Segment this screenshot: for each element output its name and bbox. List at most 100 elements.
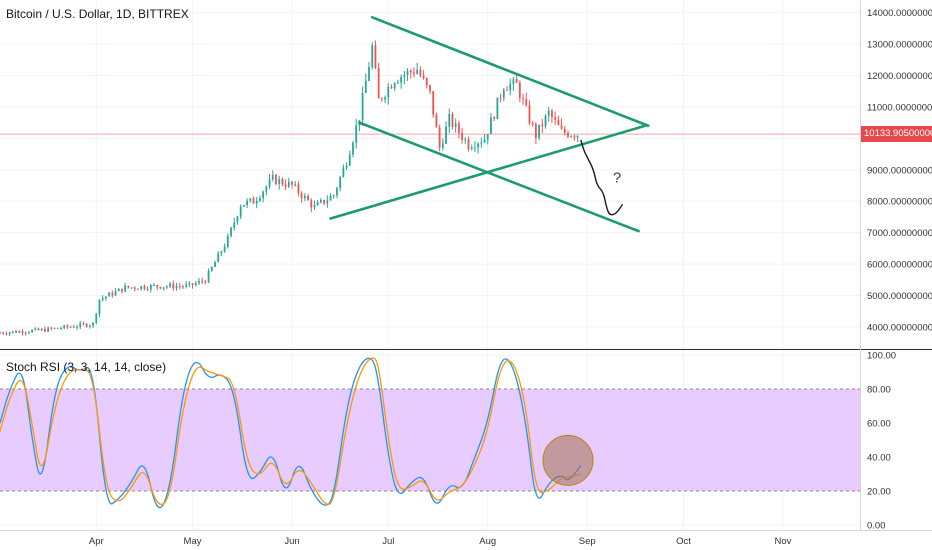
candle-body [525,99,528,106]
candle-body [464,139,467,141]
candle-body [140,286,143,290]
stoch-d-line [0,357,581,506]
candle-body [461,133,463,140]
candle-body [249,198,252,201]
candle-body [496,97,499,119]
candle-body [432,91,435,115]
candle-body [345,165,348,168]
candle-body [371,45,374,68]
candle-body [114,291,117,296]
candle-body [275,174,277,185]
candle-body [483,139,486,143]
price-tick-label: 8000.00000000 [867,197,932,208]
candle-body [201,280,204,282]
candle-body [27,332,30,334]
highlight-circle [542,434,594,486]
candle-body [56,327,59,329]
candle-body [425,78,428,86]
candle-body [457,123,460,134]
indicator-title: Stoch RSI (3, 3, 14, 14, close) [6,360,167,374]
price-tick-label: 5000.00000000 [867,291,932,302]
candle-body [348,154,351,166]
candle-body [137,288,139,290]
candle-body [233,222,236,228]
candle-body [499,97,502,99]
candle-body [175,286,178,289]
candle-body [207,270,210,283]
stoch-tick-label: 40.00 [867,452,891,463]
candle-body [143,286,146,290]
candle-body [393,83,396,89]
candle-body [60,328,62,330]
candle-body [486,134,489,140]
candle-body [319,199,322,203]
candle-body [50,327,53,329]
candle-body [477,143,480,148]
candle-body [416,69,419,74]
price-tick-label: 7000.00000000 [867,228,932,239]
candle-body [445,126,447,144]
candle-body [223,246,226,252]
candle-body [291,181,293,185]
candle-body [226,235,229,247]
current-price-tag: 10133.905000000 [861,126,932,142]
candle-body [230,227,232,236]
candle-body [515,79,518,83]
candle-body [242,205,245,207]
candle-body [204,281,207,283]
candle-body [149,285,152,290]
candle-body [303,195,306,199]
candle-body [490,117,492,135]
candle-body [518,82,521,99]
candle-body [18,331,21,333]
candle-body [37,328,40,331]
candle-body [2,332,5,334]
candle-body [364,80,367,93]
price-axis: 14000.00000000 13000.00000000 12000.000000… [867,8,932,333]
stoch-tick-label: 0.00 [867,520,886,531]
candle-body [409,70,412,73]
trendline [329,124,647,220]
price-tick-label: 14000.00000000 [867,8,932,19]
candle-body [377,67,380,99]
candle-body [384,97,386,100]
price-tick-label: 11000.00000000 [867,102,932,113]
time-tick-label: Nov [775,536,792,547]
candle-body [538,124,541,138]
candle-body [541,124,544,127]
candle-body [323,199,326,204]
trendlines [329,15,650,233]
candle-body [316,202,319,206]
candle-body [567,132,569,137]
candle-body [297,184,300,194]
candle-body [413,72,415,74]
price-tick-label: 13000.00000000 [867,40,932,51]
candle-body [435,114,438,128]
stoch-tick-label: 60.00 [867,419,891,430]
candle-body [88,325,91,327]
candle-body [531,123,534,125]
candle-body [509,84,512,91]
price-tick-label: 12000.00000000 [867,71,932,82]
candle-body [380,98,383,100]
candle-body [76,326,78,328]
candle-body [563,128,566,133]
candle-body [397,82,399,84]
candle-body [547,110,550,116]
candle-body [326,200,329,204]
candle-body [544,115,547,127]
candle-body [98,299,101,315]
candle-body [470,147,473,150]
candle-body [406,70,409,76]
candle-body [124,285,127,292]
candle-body [5,333,8,335]
candle-body [255,200,258,204]
candle-body [329,196,332,201]
candle-body [133,287,136,289]
candle-body [339,176,342,189]
candle-body [34,328,37,330]
candle-body [101,298,104,300]
candle-body [246,200,248,206]
candle-body [560,125,563,129]
